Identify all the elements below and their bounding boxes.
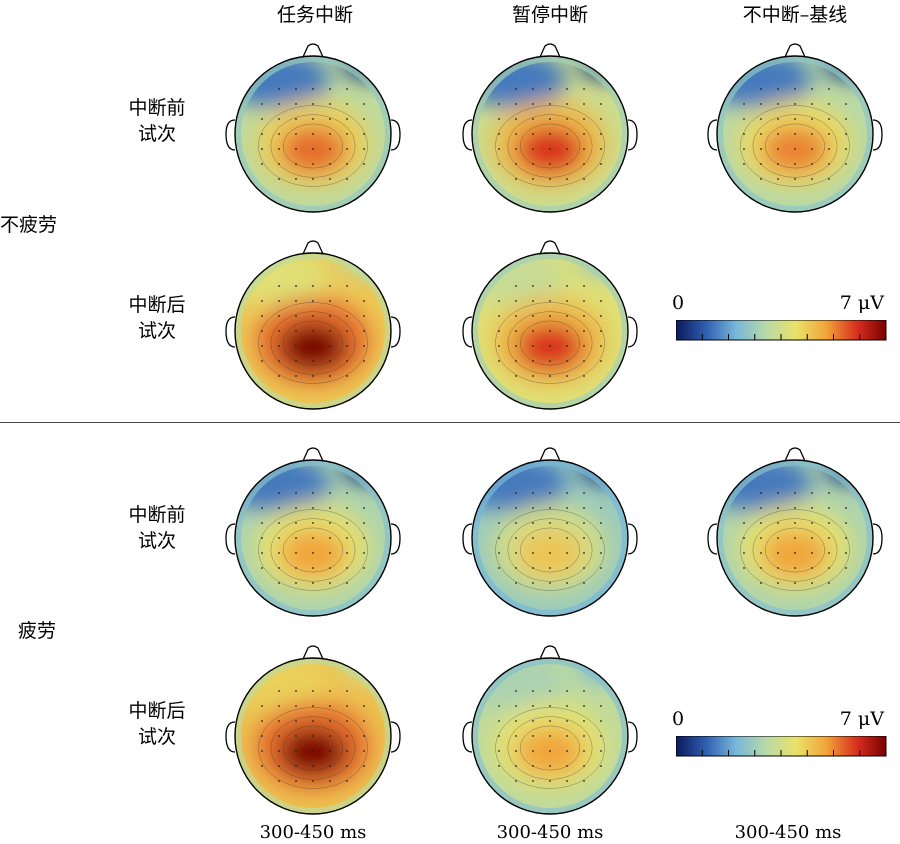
group-label-fatigued: 疲劳	[18, 620, 57, 642]
row-label-pre-line2: 试次	[137, 530, 176, 552]
colorbar-min-label: 0	[672, 708, 685, 730]
colorbar: 0 7 μV	[672, 292, 887, 352]
topomap-head	[705, 32, 885, 222]
time-window-label: 300-450 ms	[496, 822, 604, 843]
colorbar-max-label: 7 μV	[839, 292, 884, 314]
row-label-post-line1: 中断后	[128, 700, 186, 722]
time-window-label: 300-450 ms	[734, 822, 842, 843]
topomap-head	[223, 32, 403, 222]
topomap-head	[223, 229, 403, 419]
colorbar-min-label: 0	[672, 292, 685, 314]
row-label-pre-line2: 试次	[137, 123, 176, 145]
row-label-post-line2: 试次	[137, 320, 176, 342]
column-title-task-interruption: 任务中断	[276, 4, 353, 26]
column-title-pause-interruption: 暂停中断	[511, 4, 588, 26]
colorbar-gradient	[676, 736, 887, 757]
colorbar: 0 7 μV	[672, 708, 887, 768]
topomap-head	[460, 634, 640, 824]
topomap-head	[223, 436, 403, 626]
colorbar-max-label: 7 μV	[839, 708, 884, 730]
topomap-head	[460, 32, 640, 222]
topomap-head	[460, 436, 640, 626]
time-window-label: 300-450 ms	[259, 822, 367, 843]
topomap-head	[460, 229, 640, 419]
topomap-head	[223, 634, 403, 824]
column-title-no-interruption-baseline: 不中断–基线	[742, 4, 848, 26]
row-label-post-line2: 试次	[137, 726, 176, 748]
row-label-pre-line1: 中断前	[128, 504, 186, 526]
colorbar-gradient	[676, 320, 887, 341]
topomap-head	[705, 436, 885, 626]
row-label-pre-line1: 中断前	[128, 97, 186, 119]
group-label-not-fatigued: 不疲劳	[0, 214, 58, 236]
row-label-post-line1: 中断后	[128, 294, 186, 316]
group-divider	[0, 422, 900, 423]
